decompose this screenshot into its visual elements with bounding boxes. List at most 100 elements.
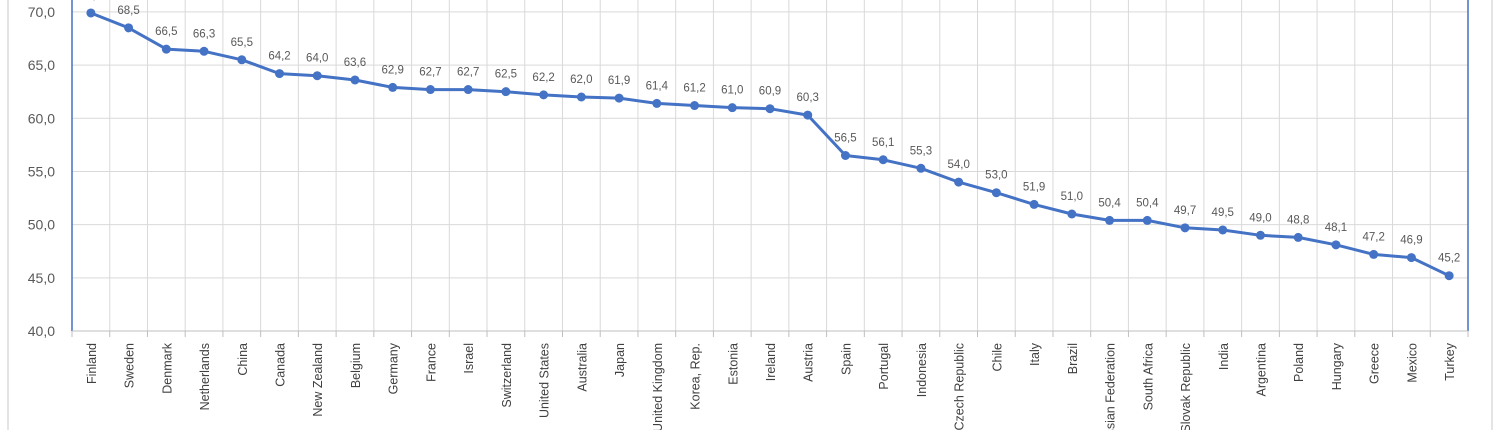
x-tick-label: Greece: [1368, 343, 1382, 384]
data-point: [199, 46, 209, 56]
data-label: 65,5: [231, 37, 253, 49]
data-point: [954, 177, 964, 187]
data-point: [840, 151, 850, 160]
data-label: 61,2: [683, 83, 705, 95]
data-label: 53,0: [985, 170, 1007, 182]
y-tick-label: 40,0: [28, 323, 55, 339]
data-point: [312, 71, 322, 81]
x-tick-label: Indonesia: [915, 343, 929, 397]
x-tick-label: Switzerland: [500, 343, 514, 408]
data-point: [275, 69, 285, 79]
data-label: 66,3: [193, 28, 215, 40]
data-label: 50,4: [1098, 197, 1121, 209]
data-point: [1180, 223, 1190, 233]
data-label: 55,3: [910, 145, 932, 157]
data-label: 56,5: [834, 133, 856, 145]
data-point: [727, 103, 737, 113]
data-label: 50,4: [1136, 197, 1159, 209]
data-point: [1369, 249, 1379, 259]
data-label: 62,2: [532, 72, 554, 84]
data-label: 64,0: [306, 53, 328, 65]
data-label: 62,7: [457, 67, 479, 79]
data-label: 51,0: [1061, 191, 1083, 203]
data-point: [350, 75, 360, 85]
axes: [71, 0, 1469, 337]
x-tick-label: Mexico: [1405, 343, 1419, 383]
data-point: [425, 85, 435, 95]
data-point: [539, 90, 549, 100]
data-point: [1218, 225, 1228, 235]
x-tick-label: Argentina: [1254, 343, 1268, 397]
x-tick-label: Ireland: [764, 343, 778, 381]
data-point: [237, 55, 247, 65]
x-tick-label: China: [236, 343, 250, 376]
data-label: 51,9: [1023, 181, 1045, 193]
data-label: 48,8: [1287, 214, 1309, 226]
data-label: 49,0: [1249, 212, 1271, 224]
x-tick-label: Japan: [613, 343, 627, 377]
x-tick-label: Australia: [575, 343, 589, 392]
data-label: 68,5: [117, 5, 139, 17]
data-point: [614, 93, 624, 103]
x-tick-label: Finland: [85, 343, 99, 384]
data-point: [1255, 230, 1265, 240]
data-label: 60,3: [797, 92, 819, 104]
x-tick-label: France: [424, 343, 438, 382]
data-point: [576, 92, 586, 102]
x-tick-label: Slovak Republic: [1179, 343, 1193, 430]
x-tick-label: Hungary: [1330, 342, 1344, 390]
data-point: [1067, 209, 1077, 219]
data-point: [1142, 215, 1152, 225]
x-tick-label: Estonia: [726, 343, 740, 385]
data-label: 47,2: [1362, 231, 1384, 243]
data-point: [765, 104, 775, 114]
data-point: [1293, 232, 1303, 242]
x-tick-label: Spain: [839, 343, 853, 375]
x-tick-label: South Africa: [1141, 343, 1155, 410]
x-tick-label: Portugal: [877, 343, 891, 390]
data-label: 60,9: [759, 86, 781, 98]
x-tick-label: Korea, Rep.: [689, 343, 703, 410]
x-tick-label: Canada: [274, 343, 288, 387]
y-tick-label: 55,0: [28, 163, 55, 179]
data-label: 54,0: [947, 159, 969, 171]
data-point: [124, 23, 134, 33]
y-tick-label: 65,0: [28, 57, 55, 73]
x-tick-label: Denmark: [160, 342, 174, 393]
data-label: 62,9: [382, 64, 404, 76]
x-tick-label: Poland: [1292, 343, 1306, 382]
x-tick-label: United Kingdom: [651, 343, 665, 430]
data-label: 61,4: [646, 80, 669, 92]
data-label: 66,5: [155, 26, 177, 38]
data-label: 56,1: [872, 137, 894, 149]
series-line-layer: [86, 8, 1454, 281]
data-label: 61,9: [608, 75, 630, 87]
data-point: [991, 188, 1001, 198]
data-point: [1444, 271, 1454, 281]
data-point: [1105, 215, 1115, 225]
data-point: [388, 82, 398, 92]
data-point: [803, 110, 813, 120]
data-label: 64,2: [268, 51, 290, 63]
data-point: [690, 101, 700, 111]
y-tick-label: 60,0: [28, 110, 55, 126]
tick-labels: 40,0 45,0 50,0 55,0 60,0 65,0 70,0 Finland Swede…: [28, 4, 1457, 435]
data-point: [86, 8, 96, 18]
x-tick-label: Czech Republic: [953, 343, 967, 430]
data-label: 61,0: [721, 85, 743, 97]
data-point: [878, 155, 888, 165]
y-tick-label: 45,0: [28, 270, 55, 286]
data-label: 48,1: [1325, 222, 1347, 234]
data-point: [501, 87, 511, 97]
x-tick-label: Turkey: [1443, 342, 1457, 380]
x-tick-label: Israel: [462, 343, 476, 374]
data-label: 63,6: [344, 57, 366, 69]
x-tick-label: Brazil: [1066, 343, 1080, 374]
data-label: 62,5: [495, 69, 517, 81]
data-label: 49,7: [1174, 205, 1196, 217]
x-tick-label: Italy: [1028, 342, 1042, 366]
y-tick-label: 70,0: [28, 4, 55, 20]
data-point: [652, 98, 662, 108]
